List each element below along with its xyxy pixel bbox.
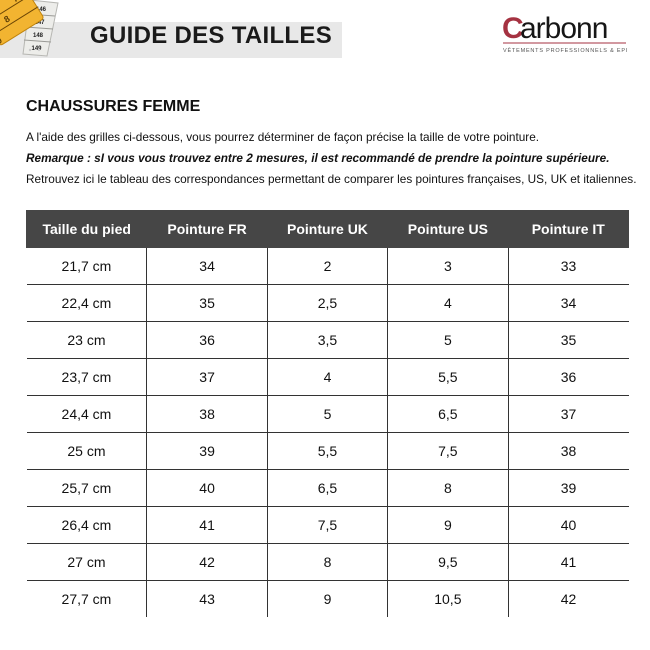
svg-text:arbonn: arbonn	[520, 12, 607, 45]
svg-text:148: 148	[33, 33, 44, 39]
svg-text:VÊTEMENTS PROFESSIONNELS & EPI: VÊTEMENTS PROFESSIONNELS & EPI	[503, 46, 628, 54]
svg-text:149: 149	[31, 46, 42, 52]
